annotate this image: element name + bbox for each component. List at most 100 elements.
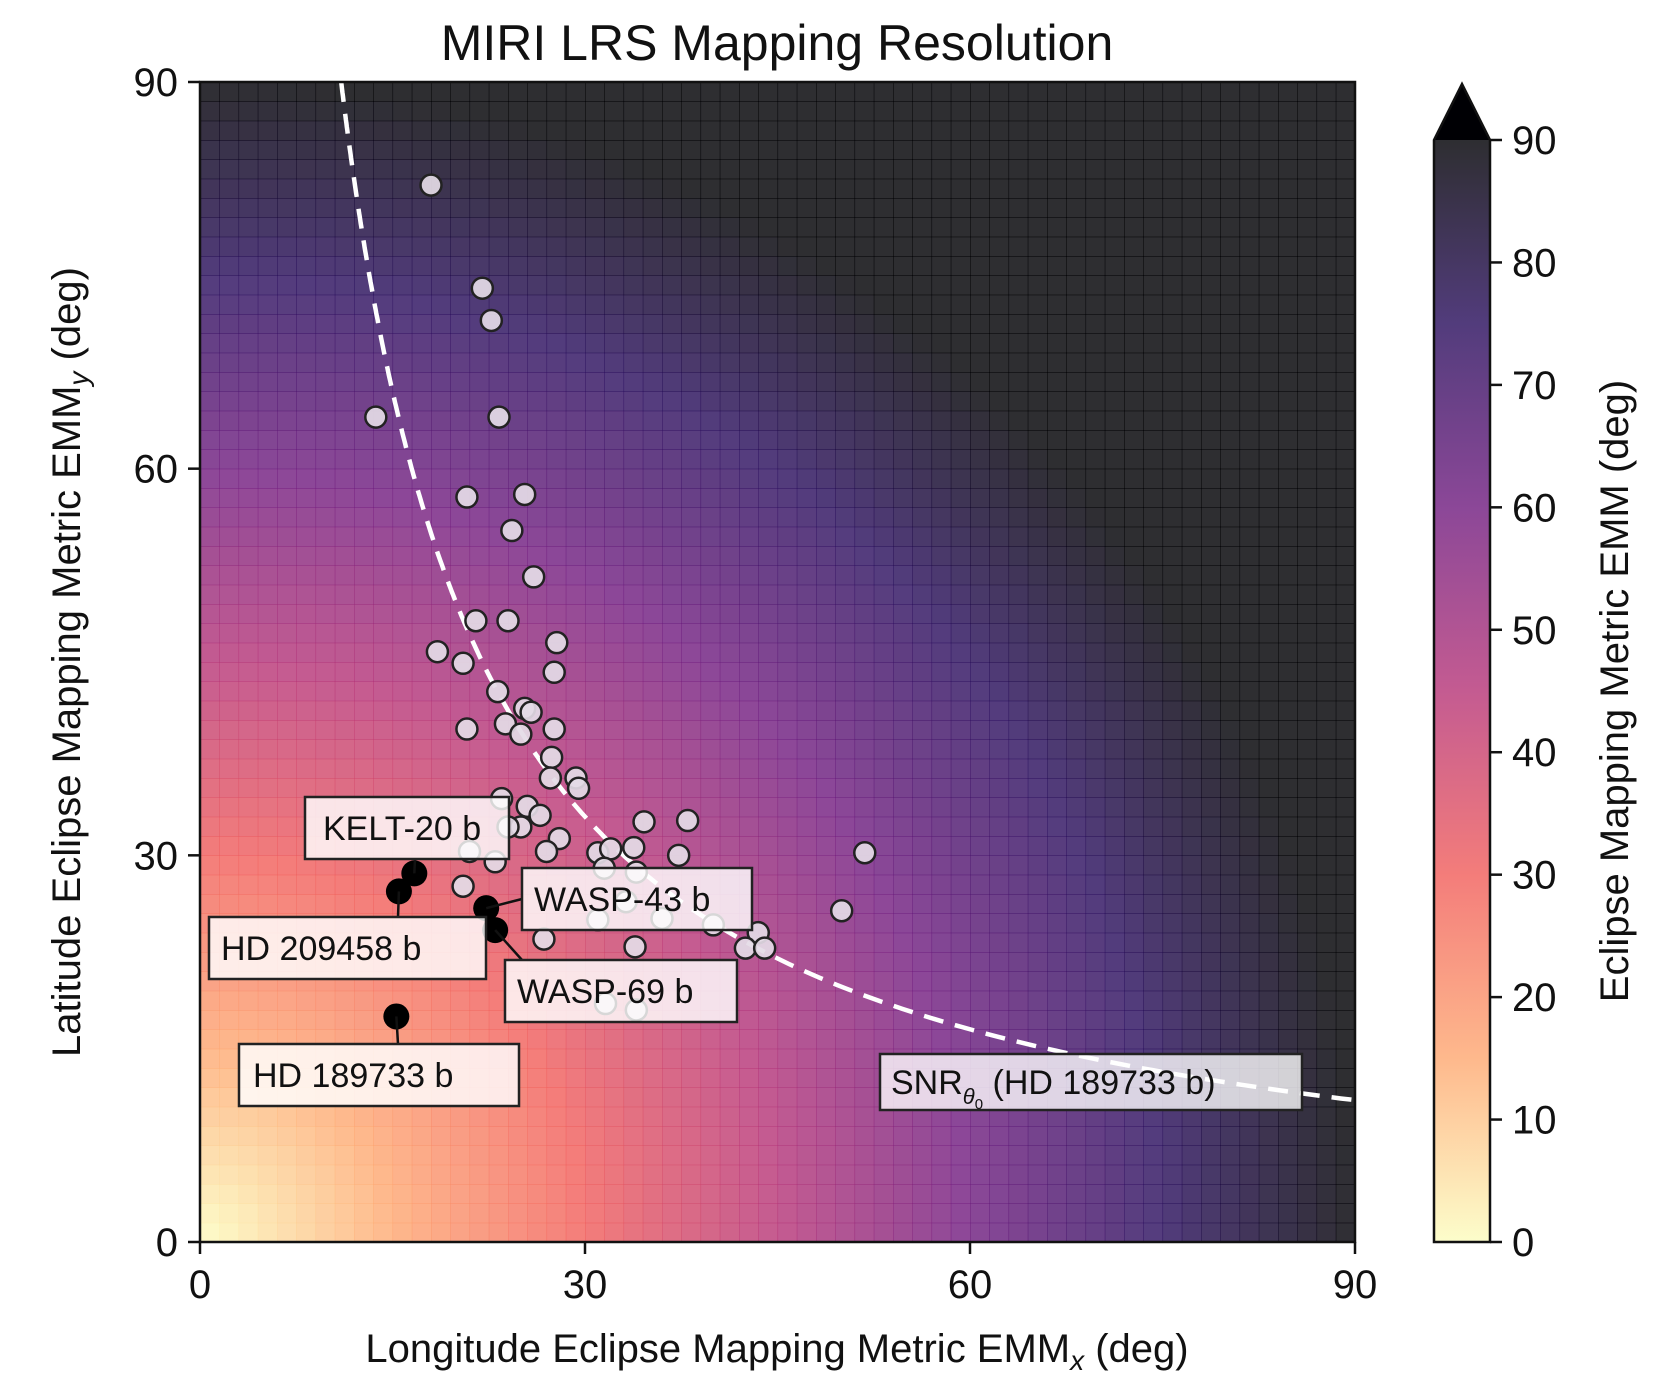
heatmap-cell <box>219 700 240 721</box>
heatmap-cell <box>662 623 682 644</box>
heatmap-cell <box>700 449 721 470</box>
heatmap-cell <box>758 275 779 296</box>
heatmap-cell <box>392 584 413 605</box>
heatmap-cell <box>1085 468 1106 489</box>
heatmap-cell <box>392 623 413 644</box>
heatmap-cell <box>796 1164 817 1185</box>
heatmap-cell <box>893 82 913 102</box>
heatmap-cell <box>1066 217 1087 238</box>
heatmap-cell <box>662 391 682 412</box>
heatmap-cell <box>527 623 548 644</box>
heatmap-cell <box>334 391 355 412</box>
heatmap-cell <box>1162 82 1183 102</box>
heatmap-cell <box>912 449 933 470</box>
heatmap-cell <box>681 198 702 218</box>
heatmap-cell <box>469 198 490 218</box>
heatmap-cell <box>1258 449 1279 470</box>
heatmap-cell <box>835 604 856 624</box>
heatmap-cell <box>1220 990 1241 1011</box>
heatmap-cell <box>488 874 509 895</box>
heatmap-cell <box>816 236 836 257</box>
heatmap-cell <box>970 952 990 972</box>
heatmap-cell <box>1027 662 1048 682</box>
heatmap-cell <box>277 178 297 199</box>
heatmap-cell <box>662 198 682 218</box>
heatmap-cell <box>469 430 490 450</box>
heatmap-cell <box>739 391 759 412</box>
heatmap-cell <box>469 507 490 528</box>
heatmap-cell <box>1278 294 1298 315</box>
heatmap-cell <box>1297 604 1318 624</box>
heatmap-cell <box>893 797 913 818</box>
heatmap-cell <box>257 1010 278 1030</box>
heatmap-cell <box>777 1126 798 1146</box>
heatmap-cell <box>1066 662 1087 682</box>
heatmap-cell <box>200 120 220 141</box>
heatmap-cell <box>1239 797 1260 818</box>
heatmap-cell <box>373 82 394 102</box>
heatmap-cell <box>1104 333 1125 354</box>
heatmap-cell <box>565 275 586 296</box>
heatmap-cell <box>835 990 856 1011</box>
heatmap-cell <box>200 836 220 856</box>
heatmap-cell <box>623 681 644 702</box>
heatmap-cell <box>912 468 933 489</box>
heatmap-cell <box>681 140 702 160</box>
heatmap-cell <box>1258 778 1279 798</box>
colorbar-label: Eclipse Mapping Metric EMM (deg) <box>1593 380 1637 1002</box>
heatmap-cell <box>488 952 509 972</box>
heatmap-cell <box>719 565 740 586</box>
heatmap-cell <box>1258 82 1279 102</box>
heatmap-cell <box>1008 1164 1029 1185</box>
heatmap-cell <box>950 681 971 702</box>
heatmap-cell <box>219 333 240 354</box>
heatmap-cell <box>912 1164 933 1185</box>
heatmap-cell <box>777 778 798 798</box>
heatmap-cell <box>931 642 952 663</box>
heatmap-cell <box>431 333 451 354</box>
heatmap-cell <box>1143 971 1164 992</box>
heatmap-cell <box>508 430 528 450</box>
heatmap-cell <box>315 294 336 315</box>
heatmap-cell <box>931 604 952 624</box>
heatmap-cell <box>277 565 297 586</box>
heatmap-cell <box>277 236 297 257</box>
heatmap-cell <box>1143 1203 1164 1224</box>
heatmap-cell <box>854 294 875 315</box>
heatmap-cell <box>604 1048 625 1069</box>
heatmap-cell <box>411 198 432 218</box>
heatmap-cell <box>893 1164 913 1185</box>
heatmap-cell <box>681 256 702 276</box>
heatmap-cell <box>1335 758 1355 779</box>
heatmap-cell <box>835 1203 856 1224</box>
heatmap-cell <box>835 1222 856 1242</box>
heatmap-cell <box>1239 584 1260 605</box>
heatmap-cell <box>835 256 856 276</box>
heatmap-cell <box>1220 449 1241 470</box>
heatmap-cell <box>296 720 317 740</box>
heatmap-cell <box>912 623 933 644</box>
heatmap-cell <box>931 1029 952 1050</box>
heatmap-cell <box>816 681 836 702</box>
heatmap-cell <box>739 758 759 779</box>
heatmap-cell <box>642 1164 663 1185</box>
heatmap-cell <box>970 1184 990 1204</box>
heatmap-cell <box>1143 952 1164 972</box>
heatmap-cell <box>450 101 471 122</box>
heatmap-cell <box>1143 256 1164 276</box>
heatmap-cell <box>200 275 220 296</box>
heatmap-cell <box>989 372 1010 392</box>
heatmap-cell <box>1220 314 1241 334</box>
heatmap-cell <box>392 275 413 296</box>
heatmap-cell <box>1027 1222 1048 1242</box>
heatmap-cell <box>200 391 220 412</box>
heatmap-cell <box>854 430 875 450</box>
heatmap-cell <box>1220 1164 1241 1185</box>
heatmap-cell <box>257 1164 278 1185</box>
heatmap-cell <box>1027 178 1048 199</box>
heatmap-cell <box>893 391 913 412</box>
heatmap-cell <box>431 565 451 586</box>
heatmap-cell <box>758 874 779 895</box>
heatmap-cell <box>642 120 663 141</box>
heatmap-cell <box>681 1145 702 1166</box>
